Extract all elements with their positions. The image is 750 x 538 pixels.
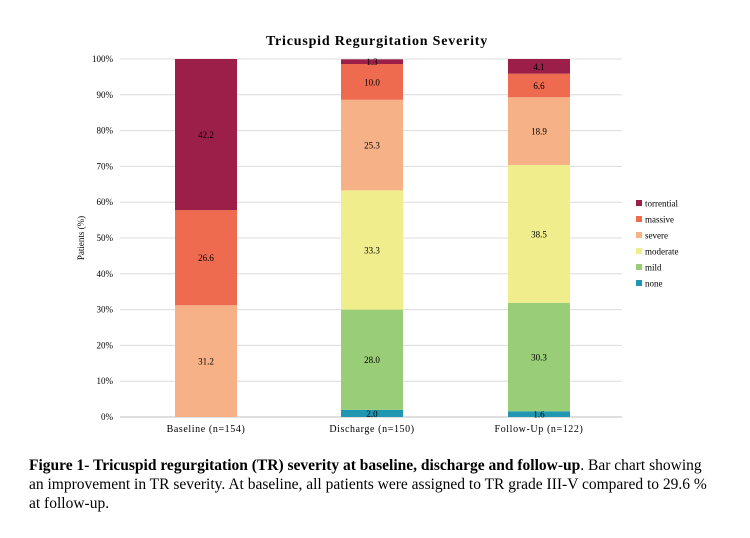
data-label-none: 2.0 xyxy=(366,409,378,419)
y-tick-label: 60% xyxy=(97,197,114,207)
data-label-severe: 31.2 xyxy=(198,357,214,367)
data-label-massive: 26.6 xyxy=(198,253,214,263)
bar-segment-massive xyxy=(175,210,237,306)
y-tick-label: 0% xyxy=(101,412,114,422)
bar-segment-moderate xyxy=(508,164,570,303)
legend-swatch-none xyxy=(636,280,642,286)
data-label-torrential: 4.1 xyxy=(533,62,544,72)
x-tick-label: Discharge (n=150) xyxy=(329,424,414,435)
bar-segment-torrential xyxy=(341,59,403,65)
data-label-severe: 18.9 xyxy=(531,127,547,137)
legend-label-none: none xyxy=(645,279,663,289)
y-tick-label: 30% xyxy=(97,305,114,315)
data-label-torrential: 1.3 xyxy=(366,57,378,67)
bars: 031.226.642.22.028.033.325.310.01.31.630… xyxy=(175,57,570,420)
y-tick-label: 10% xyxy=(97,376,114,386)
y-tick-label: 40% xyxy=(97,269,114,279)
data-label-massive: 6.6 xyxy=(533,81,545,91)
legend-label-severe: severe xyxy=(645,231,668,241)
bar-segment-moderate xyxy=(341,190,403,310)
data-label-torrential: 42.2 xyxy=(198,130,214,140)
y-axis-label: Patients (%) xyxy=(76,216,86,260)
data-label-severe: 25.3 xyxy=(364,141,380,151)
bar-segment-severe xyxy=(341,99,403,191)
legend-swatch-massive xyxy=(636,216,642,222)
legend-swatch-severe xyxy=(636,232,642,238)
x-tick-label: Baseline (n=154) xyxy=(167,424,246,435)
bar-segment-torrential xyxy=(175,59,237,211)
bar-segment-mild xyxy=(341,309,403,410)
legend-swatch-moderate xyxy=(636,248,642,254)
data-label-mild: 28.0 xyxy=(364,355,380,365)
chart: Tricuspid Regurgitation Severity 0% 10% 20… xyxy=(76,34,678,435)
y-tick-label: 90% xyxy=(97,90,114,100)
data-label-mild: 30.3 xyxy=(531,353,547,363)
data-label-moderate: 33.3 xyxy=(364,245,380,255)
x-axis-ticks: Baseline (n=154) Discharge (n=150) Follow-… xyxy=(167,424,584,435)
bar-segment-severe xyxy=(508,97,570,165)
data-label-massive: 10.0 xyxy=(364,77,380,87)
y-tick-label: 80% xyxy=(97,126,114,136)
bar-segment-none xyxy=(341,409,403,417)
legend-label-torrential: torrential xyxy=(645,199,678,209)
bar-segment-none xyxy=(508,411,570,417)
legend: torrential massive severe moderate mild none xyxy=(636,199,678,289)
bar-segment-torrential xyxy=(508,59,570,74)
chart-title: Tricuspid Regurgitation Severity xyxy=(266,34,488,49)
legend-label-moderate: moderate xyxy=(645,247,678,257)
bar-segment-mild xyxy=(508,302,570,412)
x-tick-label: Follow-Up (n=122) xyxy=(495,424,584,435)
y-tick-label: 100% xyxy=(92,54,114,64)
legend-label-massive: massive xyxy=(645,215,674,225)
bar-segment-severe xyxy=(175,305,237,417)
caption-bold: Figure 1- Tricuspid regurgitation (TR) s… xyxy=(29,457,581,474)
bar-segment-massive xyxy=(508,73,570,98)
legend-swatch-torrential xyxy=(636,200,642,206)
data-label-moderate: 38.5 xyxy=(531,229,547,239)
legend-label-mild: mild xyxy=(645,263,662,273)
caption-text: . Bar chart showing an improvement in TR… xyxy=(29,457,707,512)
y-tick-label: 50% xyxy=(97,233,114,243)
y-tick-label: 20% xyxy=(97,340,114,350)
data-label-none: 1.6 xyxy=(533,410,545,420)
bar-segment-massive xyxy=(341,64,403,100)
legend-swatch-mild xyxy=(636,264,642,270)
y-axis-ticks: 0% 10% 20% 30% 40% 50% 60% 70% 80% 90% 100% xyxy=(92,54,114,422)
y-tick-label: 70% xyxy=(97,161,114,171)
figure-caption: Figure 1- Tricuspid regurgitation (TR) s… xyxy=(29,456,719,513)
